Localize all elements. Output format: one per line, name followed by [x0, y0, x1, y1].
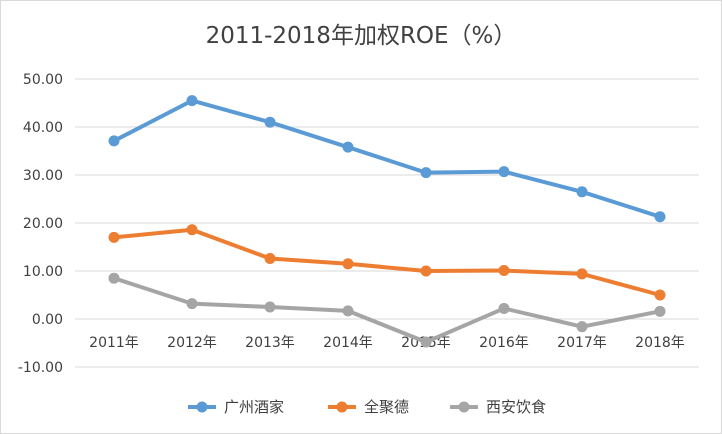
y-tick-label: 10.00: [23, 264, 63, 280]
data-point: [186, 95, 198, 107]
x-tick-label: 2012年: [167, 335, 217, 351]
data-point: [576, 186, 588, 198]
data-point: [498, 265, 510, 277]
data-point: [654, 305, 666, 317]
series-lines: [108, 95, 666, 348]
legend: 广州酒家 全聚德 西安饮食: [188, 398, 546, 416]
legend-item: 广州酒家: [188, 398, 284, 416]
data-point: [420, 336, 432, 348]
data-point: [342, 258, 354, 270]
y-tick-label: 20.00: [23, 216, 63, 232]
series-1: [108, 95, 666, 223]
y-tick-label: 40.00: [23, 120, 63, 136]
series-line: [112, 98, 662, 219]
data-point: [264, 253, 276, 265]
data-point: [420, 167, 432, 179]
data-point: [498, 166, 510, 178]
x-tick-label: 2018年: [635, 335, 685, 351]
x-tick-label: 2017年: [557, 335, 607, 351]
legend-marker: [336, 401, 348, 413]
x-tick-label: 2013年: [245, 335, 295, 351]
series-2: [108, 224, 666, 301]
legend-label: 广州酒家: [224, 398, 284, 416]
x-axis-ticks: 2011年2012年2013年2014年2015年2016年2017年2018年: [89, 335, 685, 351]
data-point: [108, 272, 120, 284]
legend-item: 西安饮食: [450, 398, 546, 416]
series-3: [108, 272, 666, 348]
x-tick-label: 2011年: [89, 335, 139, 351]
y-tick-label: 30.00: [23, 168, 63, 184]
data-point: [654, 211, 666, 223]
y-tick-label: 50.00: [23, 72, 63, 88]
data-point: [108, 135, 120, 147]
series-line: [112, 227, 662, 297]
legend-marker: [458, 401, 470, 413]
data-point: [186, 224, 198, 236]
legend-marker: [196, 401, 208, 413]
data-point: [342, 141, 354, 153]
y-tick-label: 0.00: [32, 312, 63, 328]
series-line: [112, 276, 662, 345]
data-point: [108, 231, 120, 243]
data-point: [420, 265, 432, 277]
data-point: [264, 116, 276, 128]
x-tick-label: 2016年: [479, 335, 529, 351]
y-axis-ticks: -10.00 0.00 10.00 20.00 30.00 40.00 50.00: [18, 72, 63, 376]
data-point: [342, 305, 354, 317]
data-point: [186, 298, 198, 310]
data-point: [264, 301, 276, 313]
x-tick-label: 2014年: [323, 335, 373, 351]
legend-label: 西安饮食: [486, 398, 546, 416]
chart-title: 2011-2018年加权ROE（%）: [206, 23, 517, 49]
data-point: [576, 321, 588, 333]
legend-item: 全聚德: [328, 398, 409, 416]
legend-label: 全聚德: [364, 398, 409, 416]
data-point: [654, 289, 666, 301]
y-tick-label: -10.00: [18, 360, 63, 376]
data-point: [498, 302, 510, 314]
gridlines: [75, 78, 699, 368]
data-point: [576, 268, 588, 280]
